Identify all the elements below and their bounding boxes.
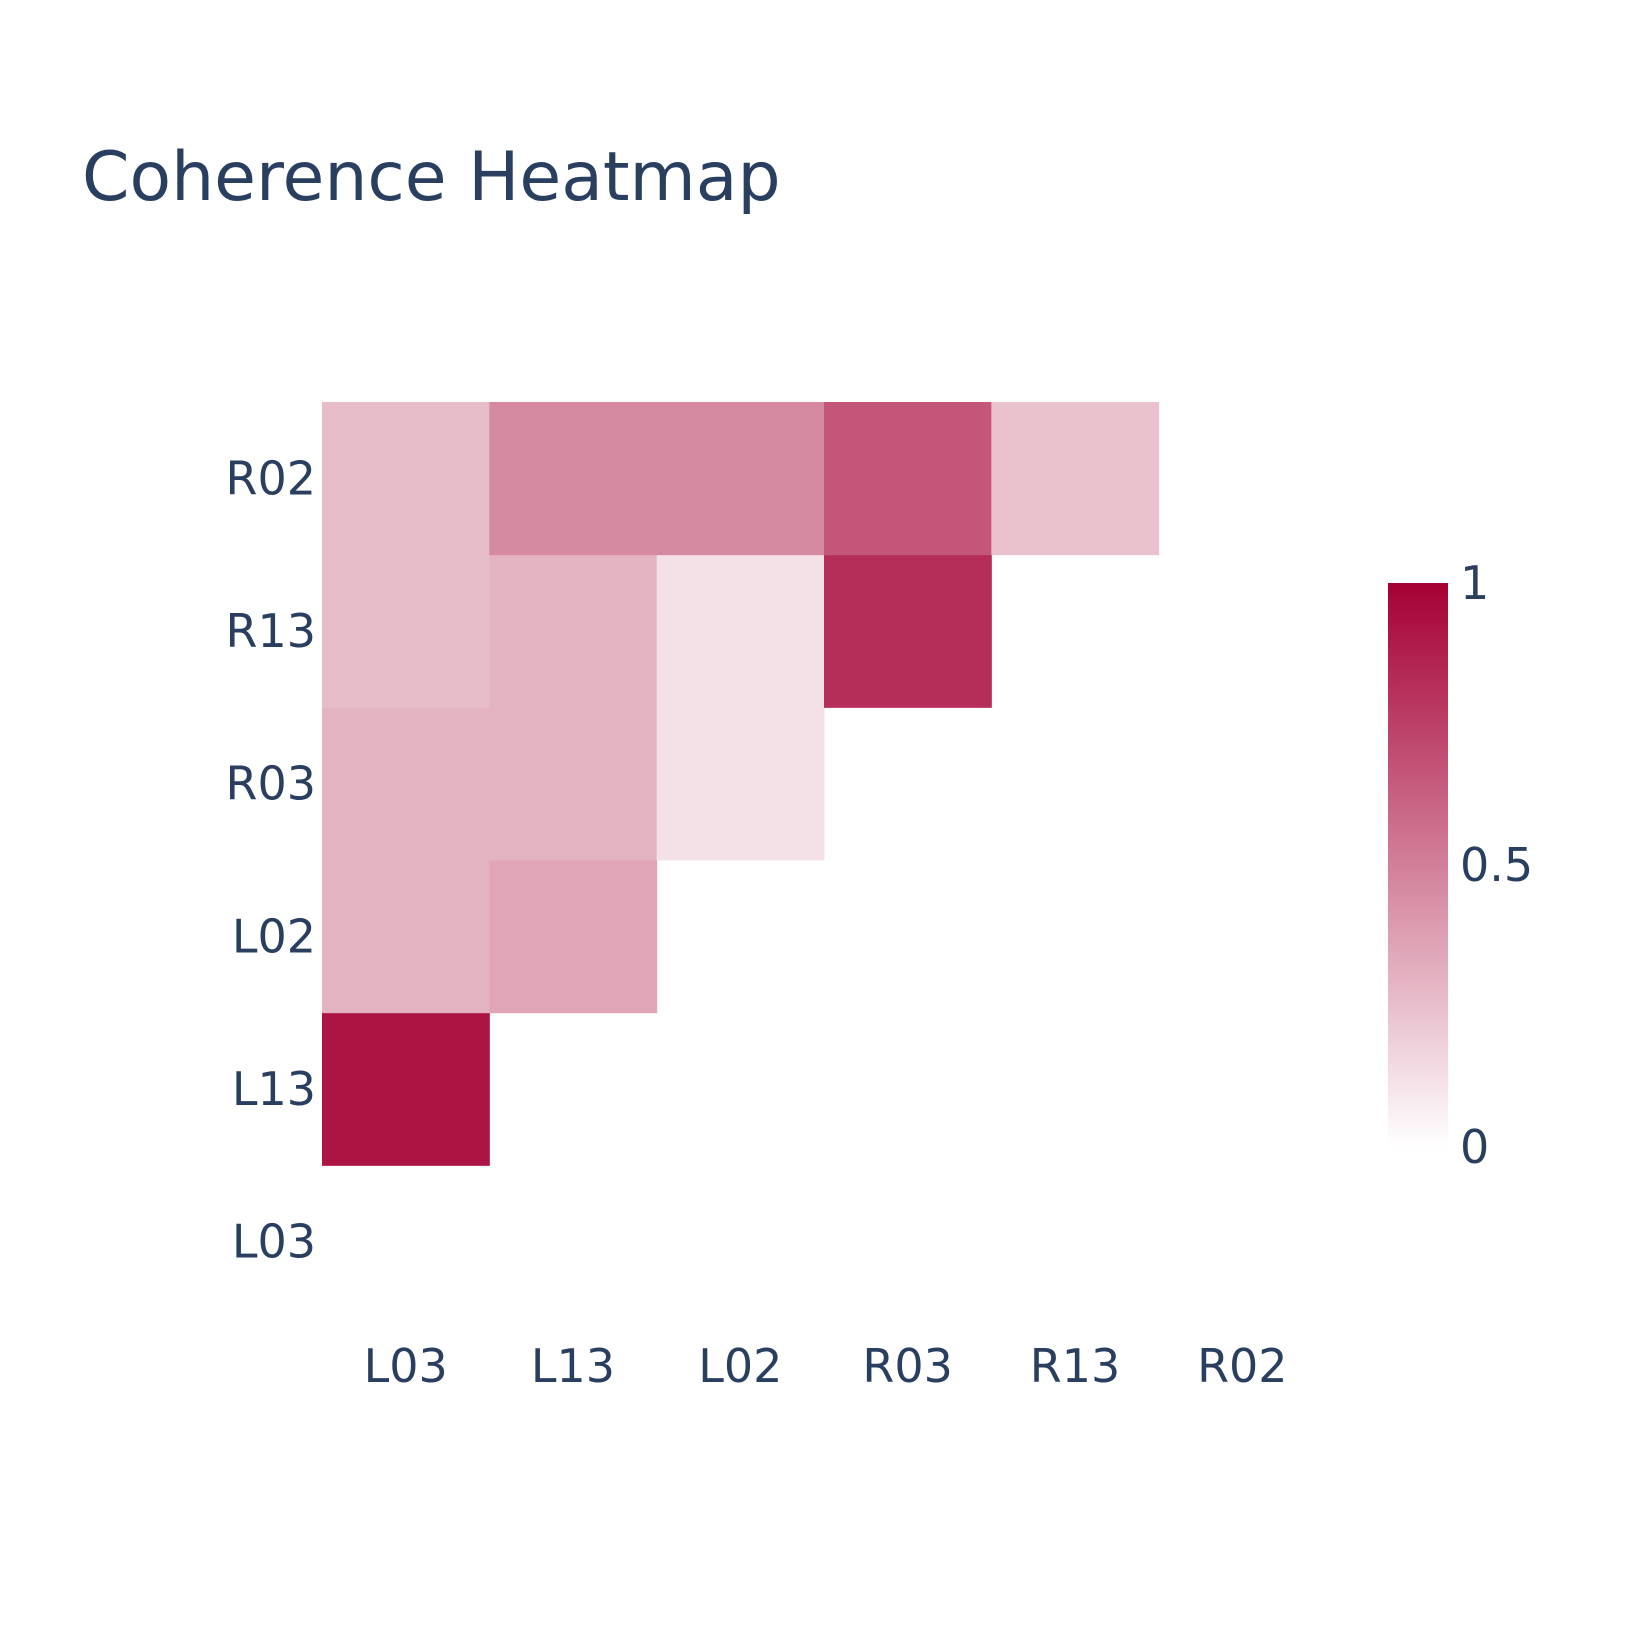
chart-title: Coherence Heatmap <box>82 138 781 217</box>
heatmap-cell-R13-R03 <box>824 554 992 708</box>
colorbar-tick-label: 0.5 <box>1460 838 1533 892</box>
x-tick-label: R13 <box>1030 1339 1121 1393</box>
heatmap-cell-L13-L03 <box>322 1012 490 1166</box>
y-axis-ticks: L03 L13 L02 R03 R13 R02 <box>226 451 317 1268</box>
colorbar-gradient <box>1388 583 1448 1147</box>
heatmap-cell-R02-L13 <box>489 402 658 556</box>
heatmap-cell-R02-R03 <box>824 402 992 556</box>
colorbar-tick-label: 1 <box>1460 556 1489 610</box>
x-tick-label: R02 <box>1197 1339 1288 1393</box>
heatmap-cell-R03-L02 <box>656 707 825 861</box>
y-tick-label: L02 <box>232 909 316 963</box>
heatmap-cell-L02-L13 <box>489 860 658 1014</box>
colorbar-tick-label: 0 <box>1460 1120 1489 1174</box>
heatmap-cell-R02-L02 <box>656 402 825 556</box>
heatmap-cell-R13-L13 <box>489 554 658 708</box>
x-tick-label: L13 <box>531 1339 615 1393</box>
colorbar-ticks: 00.51 <box>1460 556 1533 1174</box>
x-tick-label: L03 <box>364 1339 448 1393</box>
y-tick-label: L03 <box>232 1215 316 1269</box>
heatmap-cell-R13-L03 <box>322 554 490 708</box>
heatmap-cell-L02-L03 <box>322 860 490 1014</box>
y-tick-label: R03 <box>226 757 317 811</box>
heatmap-cells <box>322 402 1160 1166</box>
heatmap-cell-R13-L02 <box>656 554 825 708</box>
colorbar: 00.51 <box>1388 556 1533 1174</box>
y-tick-label: R02 <box>226 451 317 505</box>
heatmap-cell-R02-L03 <box>322 402 490 556</box>
y-tick-label: L13 <box>232 1062 316 1116</box>
heatmap-cell-R02-R13 <box>991 402 1160 556</box>
heatmap-cell-R03-L13 <box>489 707 658 861</box>
x-tick-label: L02 <box>698 1339 782 1393</box>
heatmap-cell-R03-L03 <box>322 707 490 861</box>
x-tick-label: R03 <box>862 1339 953 1393</box>
y-tick-label: R13 <box>226 604 317 658</box>
x-axis-ticks: L03 L13 L02 R03 R13 R02 <box>364 1339 1288 1393</box>
